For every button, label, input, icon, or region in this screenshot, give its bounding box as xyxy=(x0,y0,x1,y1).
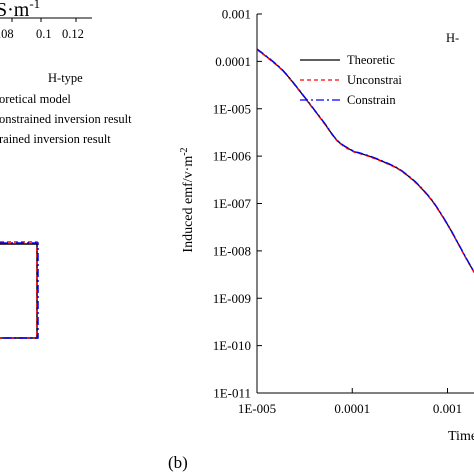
y-tick-label: 1E-005 xyxy=(213,101,251,116)
y-tick-label: 1E-006 xyxy=(213,149,252,164)
right-y-axis-label: Induced emf/v·m-2 xyxy=(179,147,196,252)
right-panel: (b) Induced emf/v·m-2 Time/s 0.001 0.0001… xyxy=(168,7,474,472)
right-legend-entry: Unconstrai xyxy=(347,73,402,87)
y-tick-label: 0.0001 xyxy=(215,54,251,69)
left-x-tick-label: 0.1 xyxy=(36,27,52,41)
left-legend-title: H-type xyxy=(48,71,83,85)
left-x-axis-label: S·m-1 xyxy=(0,0,40,21)
right-legend-title: H- xyxy=(446,31,459,45)
y-tick-label: 0.001 xyxy=(222,7,251,22)
y-tick-label: 1E-011 xyxy=(213,386,251,401)
x-tick-label: 0.0001 xyxy=(334,401,370,416)
left-panel: S·m-1 .08 0.1 0.12 H-type oretical model… xyxy=(0,0,132,339)
svg-text:Induced emf/v·m-2: Induced emf/v·m-2 xyxy=(179,147,196,252)
left-series-unconstrained xyxy=(0,241,38,339)
x-tick-label: 0.001 xyxy=(433,401,462,416)
right-series-group xyxy=(256,48,474,274)
left-x-tick-label: .08 xyxy=(0,27,14,41)
right-legend-entry: Constrain xyxy=(347,93,396,107)
y-tick-label: 1E-007 xyxy=(213,196,252,211)
y-tick-label: 1E-010 xyxy=(213,338,251,353)
left-legend-entry: onstrained inversion result xyxy=(0,112,132,126)
right-y-ticks: 0.001 0.0001 1E-005 1E-006 1E-007 1E-008 1E-00… xyxy=(213,7,262,401)
right-legend-entry: Theoretic xyxy=(347,53,395,67)
right-x-ticks: 1E-005 0.0001 0.001 xyxy=(238,388,462,416)
right-x-axis-label: Time/s xyxy=(448,429,474,444)
series-line-constrained xyxy=(256,48,474,273)
y-tick-label: 1E-009 xyxy=(213,291,251,306)
left-legend-entry: rained inversion result xyxy=(0,132,111,146)
x-tick-label: 1E-005 xyxy=(238,401,276,416)
y-tick-label: 1E-008 xyxy=(213,243,251,258)
left-series-theoretical-model xyxy=(0,243,38,339)
left-series-constrained xyxy=(0,242,39,339)
right-legend: H- Theoretic Unconstrai Constrain xyxy=(300,31,459,107)
panel-label: (b) xyxy=(168,453,188,472)
left-x-tick-label: 0.12 xyxy=(62,27,84,41)
left-legend-entry: oretical model xyxy=(0,92,71,106)
